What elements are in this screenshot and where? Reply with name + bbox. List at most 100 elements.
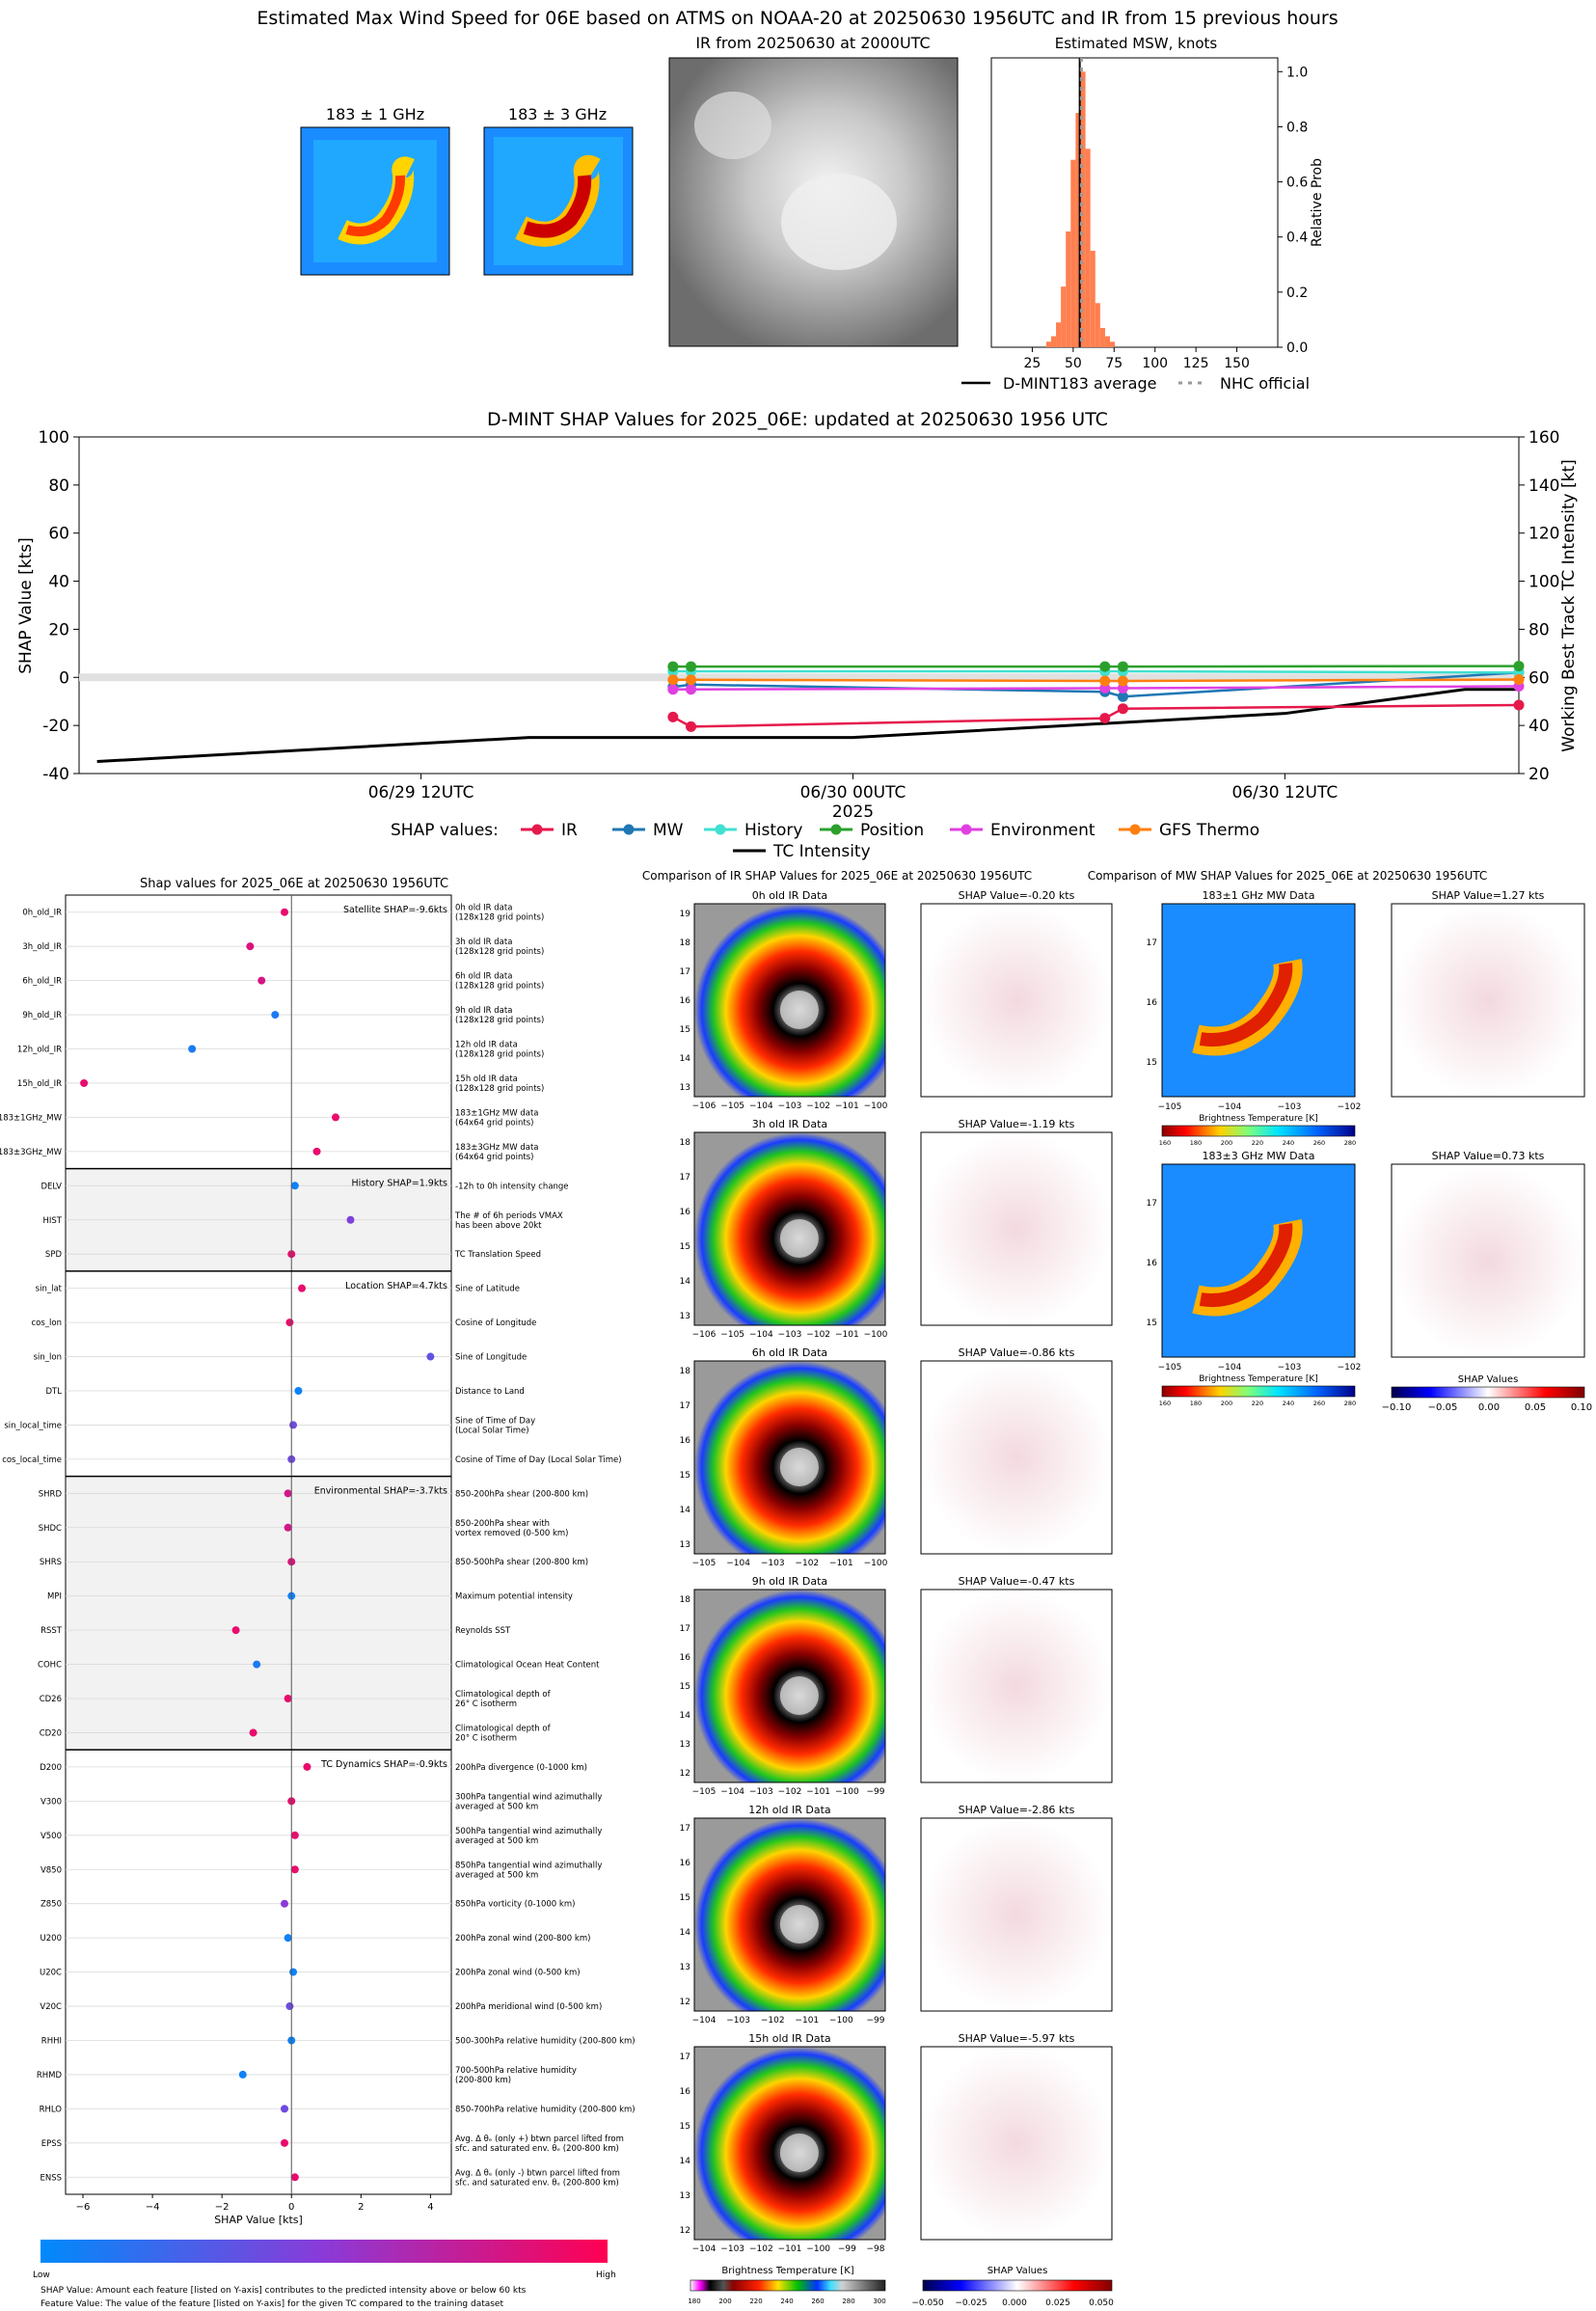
feature-description: Reynolds SST	[455, 1626, 511, 1636]
ir-shap-tick: −0.025	[955, 2298, 987, 2308]
group-label: Environmental SHAP=-3.7kts	[314, 1486, 447, 1497]
mw-bt-tick: 280	[1344, 1400, 1356, 1407]
feature-name: 12h_old_IR	[17, 1046, 62, 1055]
feature-description: 300hPa tangential wind azimuthally	[455, 1792, 602, 1802]
legend-title: SHAP values:	[391, 821, 499, 840]
ir-ytick-label: 15	[680, 1242, 690, 1252]
ir-shap-tick: −0.050	[911, 2298, 944, 2308]
feature-description: 850-200hPa shear with	[455, 1519, 550, 1529]
histogram-bar	[1066, 231, 1071, 347]
histogram-xtick-label: 25	[1024, 356, 1041, 371]
timeseries-y2tick-label: 60	[1528, 668, 1550, 688]
feature-description: The # of 6h periods VMAX	[454, 1211, 563, 1221]
mw-183-3-title: 183 ± 3 GHz	[508, 105, 607, 123]
ir-bt-colorbar	[690, 2279, 886, 2292]
ir-bt-colorbar-label: Brightness Temperature [K]	[721, 2266, 853, 2276]
feature-shap-point	[294, 1386, 303, 1395]
feature-shap-point	[426, 1352, 435, 1361]
feature-description: 700-500hPa relative humidity	[455, 2066, 577, 2076]
feature-name: CD20	[40, 1728, 62, 1738]
feature-name: RHMD	[37, 2071, 63, 2080]
histogram-xtick-label: 50	[1065, 356, 1082, 371]
mw-panel-image	[1161, 1163, 1356, 1358]
histogram-xtick-label: 150	[1224, 356, 1250, 371]
feature-description: has been above 20kt	[455, 1221, 542, 1231]
beeswarm-xtick-label: 0	[288, 2202, 294, 2213]
feature-shap-point	[284, 1489, 292, 1498]
series-line-gfs-thermo	[672, 678, 1520, 683]
feature-description: 200hPa zonal wind (200-800 km)	[455, 1934, 590, 1944]
ir-xtick-label: −106	[692, 1330, 717, 1340]
ir-xtick-label: −103	[720, 2244, 744, 2254]
feature-description: 9h old IR data	[455, 1006, 512, 1016]
ir-ytick-label: 14	[680, 1506, 691, 1515]
ir-thumbnail: IR from 20250630 at 2000UTC	[668, 34, 959, 347]
timeseries-ytick-label: 80	[48, 476, 69, 496]
feature-name: 6h_old_IR	[22, 977, 62, 987]
beeswarm-xtick-label: −2	[215, 2202, 230, 2213]
feature-description: sfc. and saturated env. θₑ (200-800 km)	[455, 2178, 619, 2188]
mw-bt-tick: 220	[1252, 1400, 1263, 1407]
feature-shap-point	[246, 942, 255, 951]
histogram-bar	[1095, 303, 1100, 347]
shap-timeseries: D-MINT SHAP Values for 2025_06E: updated…	[16, 409, 1579, 861]
ir-xtick-label: −104	[749, 1330, 773, 1340]
ir-xtick-label: −101	[835, 1101, 859, 1111]
series-point-gfs-thermo	[667, 674, 679, 686]
ir-shap-map	[920, 1589, 1113, 1783]
figure-suptitle: Estimated Max Wind Speed for 06E based o…	[257, 8, 1338, 29]
feature-name: Z850	[41, 1900, 62, 1910]
ir-bt-tick: 240	[780, 2297, 793, 2305]
ir-comparison-title: Comparison of IR SHAP Values for 2025_06…	[642, 869, 1032, 883]
feature-description: Sine of Time of Day	[455, 1416, 535, 1426]
mw-bt-tick: 160	[1159, 1139, 1171, 1147]
ir-ytick-label: 15	[680, 2122, 690, 2132]
ir-shap-title: SHAP Value=-1.19 kts	[959, 1118, 1075, 1130]
group-label: Satellite SHAP=-9.6kts	[343, 905, 447, 915]
feature-name: CD26	[40, 1695, 62, 1704]
feature-description: (128x128 grid points)	[455, 947, 544, 957]
timeseries-frame	[78, 436, 1520, 775]
ir-xtick-label: −102	[749, 2244, 773, 2254]
ir-shap-title: SHAP Value=-0.47 kts	[959, 1575, 1075, 1588]
ir-bt-tick: 180	[688, 2297, 700, 2305]
mw-shap-map	[1391, 903, 1585, 1098]
ir-ytick-label: 17	[680, 1401, 690, 1411]
histogram-ytick-label: 0.0	[1286, 340, 1308, 356]
legend-marker	[1129, 824, 1141, 835]
feature-panel-title: Shap values for 2025_06E at 20250630 195…	[140, 877, 448, 891]
feature-shap-point	[253, 1660, 261, 1669]
feature-shap-point	[257, 976, 266, 985]
ir-storm-core	[779, 1219, 819, 1258]
legend-label: History	[744, 821, 802, 840]
ir-bt-tick: 260	[811, 2297, 824, 2305]
msw-histogram: Estimated MSW, knots 25 50 75 100 125 150 0.0 0…	[961, 35, 1325, 393]
feature-name: RHLO	[40, 2105, 63, 2114]
beeswarm-xtick-label: −4	[146, 2202, 160, 2213]
feature-name: V300	[41, 1797, 62, 1807]
timeseries-xtick-label: 06/29 12UTC	[368, 783, 474, 802]
feature-description: 0h old IR data	[455, 904, 512, 913]
mw-panel-title: 183±3 GHz MW Data	[1203, 1150, 1315, 1162]
ir-ytick-label: 14	[680, 1711, 691, 1721]
feature-shap-point	[332, 1113, 339, 1122]
timeseries-y2tick-label: 20	[1528, 765, 1550, 784]
mw-panel-image	[1161, 903, 1356, 1098]
mw-shap-tick: 0.05	[1525, 1402, 1546, 1413]
feature-description: 183±1GHz MW data	[455, 1108, 538, 1118]
ir-thumbnail-title: IR from 20250630 at 2000UTC	[695, 34, 930, 52]
mw-bt-tick: 260	[1313, 1139, 1325, 1147]
histogram-bar	[1104, 336, 1111, 347]
ir-bt-tick: 300	[873, 2297, 885, 2305]
feature-shap-point	[285, 2002, 294, 2011]
series-point-ir	[1099, 713, 1111, 724]
mw-comparison-title: Comparison of MW SHAP Values for 2025_06…	[1088, 869, 1488, 883]
ir-ytick-label: 19	[680, 910, 691, 919]
legend-marker	[715, 824, 726, 835]
ir-shap-map	[920, 1131, 1113, 1326]
timeseries-ytick-label: 20	[48, 620, 69, 639]
ir-ytick-label: 16	[680, 1859, 691, 1868]
feature-name: cos_lon	[31, 1319, 62, 1328]
feature-description: 850hPa tangential wind azimuthally	[455, 1861, 602, 1870]
ir-storm-core	[779, 991, 819, 1029]
